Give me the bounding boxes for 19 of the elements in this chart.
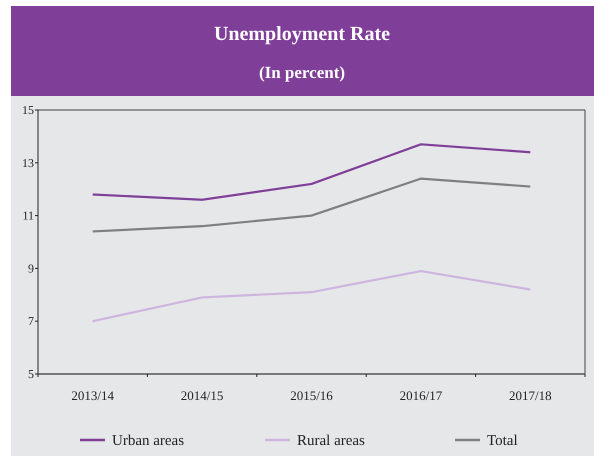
line-series <box>92 270 532 322</box>
line-series <box>92 143 532 201</box>
y-tick-label: 15 <box>22 103 34 117</box>
y-tick-label: 9 <box>28 261 34 276</box>
x-tick-label: 2015/16 <box>290 388 334 403</box>
chart-subtitle: (In percent) <box>258 63 346 82</box>
line-series <box>92 178 532 233</box>
y-tick-label: 7 <box>28 314 34 328</box>
y-tick-label: 5 <box>28 367 34 381</box>
x-tick-label: 2014/15 <box>180 388 224 403</box>
legend-label: Urban areas <box>112 433 184 449</box>
y-tick-label: 13 <box>22 156 34 170</box>
x-tick-label: 2016/17 <box>400 388 443 403</box>
chart-title: Unemployment Rate <box>214 23 390 45</box>
legend-label: Rural areas <box>297 433 366 449</box>
legend-label: Total <box>487 433 518 449</box>
x-tick-label: 2013/14 <box>71 388 114 403</box>
x-tick-label: 2017/18 <box>508 388 552 403</box>
y-tick-label: 11 <box>22 208 34 223</box>
